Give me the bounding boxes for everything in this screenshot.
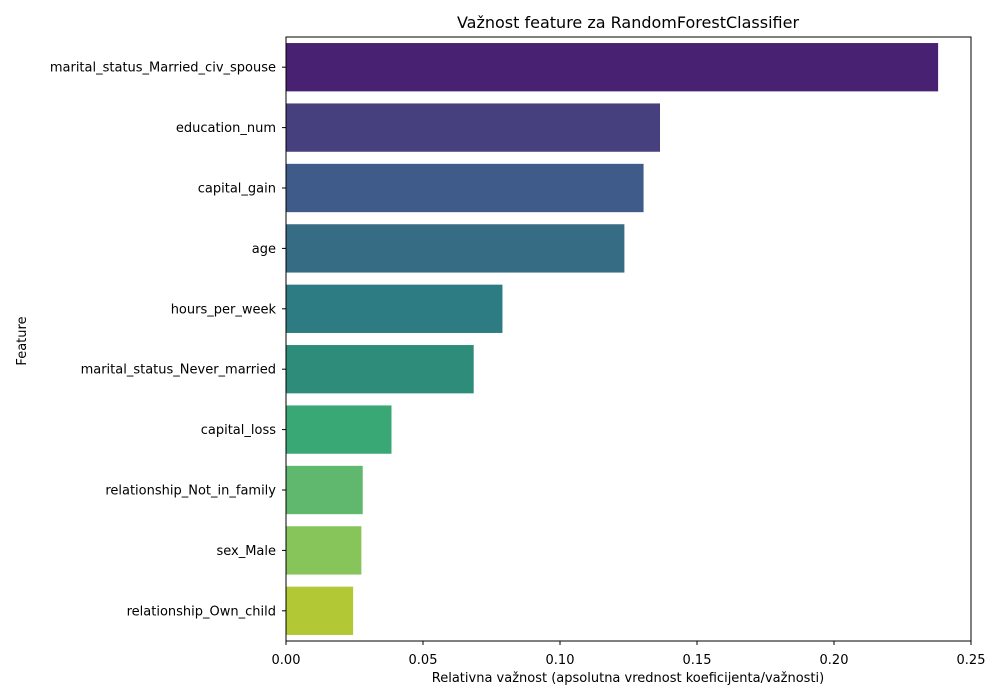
y-tick-label: marital_status_Married_civ_spouse	[50, 61, 276, 76]
y-tick-label: marital_status_Never_married	[81, 363, 276, 378]
chart-title: Važnost feature za RandomForestClassifie…	[457, 13, 799, 32]
y-tick-label: relationship_Not_in_family	[105, 484, 276, 499]
bar-capital_loss	[286, 405, 392, 454]
bars-group	[286, 43, 939, 635]
y-tick-label: capital_loss	[201, 423, 276, 438]
y-tick-label: sex_Male	[216, 544, 276, 559]
y-tick-labels: marital_status_Married_civ_spouseeducati…	[50, 61, 286, 619]
x-axis-label: Relativna važnost (apsolutna vrednost ko…	[432, 671, 824, 686]
x-tick-labels: 0.00 0.05 0.10 0.15 0.20 0.25	[272, 641, 986, 668]
bar-education_num	[286, 103, 661, 152]
y-tick-label: capital_gain	[198, 182, 276, 197]
y-axis-label: Feature	[15, 316, 30, 365]
x-tick-label: 0.20	[820, 653, 849, 668]
bar-relationship_Not_in_family	[286, 465, 363, 515]
x-tick-label: 0.10	[546, 653, 575, 668]
bar-sex_Male	[286, 526, 362, 575]
y-tick-label: hours_per_week	[171, 302, 277, 317]
bar-marital_status_Never_married	[286, 345, 474, 394]
bar-hours_per_week	[286, 284, 503, 333]
x-tick-label: 0.25	[957, 653, 986, 668]
bar-age	[286, 224, 625, 273]
plot-frame	[285, 36, 972, 642]
bar-marital_status_Married_civ_spouse	[286, 43, 939, 92]
y-tick-label: age	[252, 242, 276, 257]
x-tick-label: 0.05	[409, 653, 438, 668]
bar-relationship_Own_child	[286, 586, 354, 635]
y-tick-label: relationship_Own_child	[127, 604, 276, 619]
x-tick-label: 0.00	[272, 653, 301, 668]
y-tick-label: education_num	[176, 121, 276, 136]
x-tick-label: 0.15	[683, 653, 712, 668]
bar-capital_gain	[286, 163, 644, 213]
